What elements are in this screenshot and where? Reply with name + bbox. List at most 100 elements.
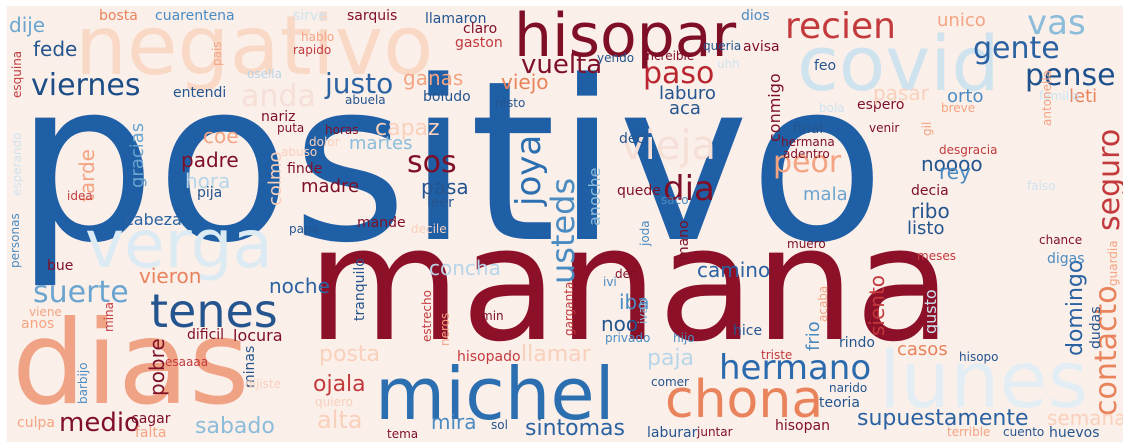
cloud-word: padre — [181, 148, 239, 172]
cloud-word: ribo — [911, 199, 950, 223]
cloud-word: hermano — [719, 348, 872, 388]
cloud-word: hijo — [673, 331, 695, 345]
cloud-word: gusto — [921, 289, 940, 334]
cloud-word: boludo — [423, 89, 471, 105]
cloud-word: narido — [829, 381, 868, 395]
cloud-word: pais — [210, 41, 224, 66]
cloud-word: dudas — [1088, 306, 1104, 349]
cloud-word: entendi — [173, 85, 227, 101]
cloud-word: casos — [897, 339, 948, 360]
cloud-word: michel — [375, 352, 615, 436]
cloud-word: esperando — [10, 132, 24, 197]
cloud-word: gaston — [455, 35, 503, 51]
cloud-word: gente — [973, 31, 1060, 66]
cloud-word: muero — [787, 237, 826, 251]
cloud-word: alta — [317, 406, 363, 434]
cloud-word: puta — [277, 121, 305, 135]
cloud-word: dificil — [187, 327, 225, 343]
cloud-word: ganas — [403, 66, 464, 90]
cloud-word: dolor — [309, 135, 340, 149]
cloud-word: avisa — [743, 39, 780, 55]
cloud-word: mande — [357, 215, 406, 231]
cloud-word: venir — [869, 121, 900, 135]
cloud-word: teoria — [819, 395, 860, 411]
cloud-word: claro — [463, 21, 498, 37]
cloud-word: bue — [47, 258, 74, 274]
cloud-word: aca — [669, 98, 701, 119]
cloud-word: osella — [247, 67, 282, 81]
cloud-word: medio — [59, 408, 140, 438]
cloud-word: mira — [431, 410, 477, 434]
cloud-word: feo — [814, 58, 837, 74]
cloud-word: contacto — [1089, 285, 1123, 416]
cloud-word: quede — [617, 183, 661, 199]
cloud-word: rapido — [293, 43, 332, 57]
cloud-word: verga — [85, 206, 273, 283]
cloud-word: chona — [665, 370, 824, 430]
cloud-word: noooo — [921, 152, 983, 176]
cloud-word: final — [793, 121, 824, 137]
cloud-word: pija — [197, 185, 223, 201]
cloud-word: gracias — [127, 122, 148, 188]
cloud-word: joda — [638, 220, 652, 246]
cloud-word: hablo — [301, 30, 335, 44]
cloud-word: lunes — [879, 336, 1089, 426]
cloud-word: sol — [491, 418, 508, 432]
cloud-word: joya — [509, 134, 549, 206]
cloud-word: mala — [803, 184, 848, 205]
cloud-word: anos — [21, 316, 55, 332]
cloud-word: dijiste — [245, 377, 281, 391]
cloud-word: horas — [325, 123, 359, 137]
cloud-word: acaba — [816, 285, 830, 322]
cloud-word: cabeza — [125, 210, 182, 229]
cloud-word: nariz — [261, 109, 296, 125]
cloud-word: huevos — [1049, 425, 1100, 441]
cloud-word: tenes — [150, 284, 278, 338]
cloud-word: papa — [289, 222, 319, 236]
cloud-word: hice — [733, 323, 763, 339]
cloud-word: triste — [761, 348, 793, 362]
cloud-word: falso — [1027, 179, 1056, 193]
cloud-word: justo — [325, 67, 394, 100]
cloud-word: min — [481, 309, 504, 323]
cloud-word: paso — [643, 56, 715, 91]
cloud-word: laburar — [647, 425, 698, 441]
cloud-word: bosta — [99, 8, 138, 24]
cloud-word: decia — [911, 183, 949, 199]
cloud-word: unico — [937, 10, 986, 31]
cloud-word: colmo — [265, 151, 286, 206]
cloud-word: abuela — [345, 93, 386, 107]
cloud-word: viene — [29, 305, 62, 319]
cloud-word: ojala — [313, 372, 366, 397]
cloud-word: desgracia — [939, 143, 998, 157]
cloud-word: falta — [135, 425, 167, 441]
cloud-word: tema — [387, 427, 419, 441]
cloud-word: hisopar — [514, 6, 737, 71]
cloud-word: noo — [601, 312, 639, 336]
cloud-word: meses — [917, 249, 956, 263]
cloud-word: queria — [703, 39, 742, 53]
cloud-word: privado — [605, 331, 651, 345]
cloud-word: hisopado — [457, 349, 521, 365]
cloud-word: covid — [797, 19, 1000, 108]
cloud-word: capaz — [375, 116, 440, 141]
cloud-word: siento — [865, 274, 889, 336]
cloud-word: familia — [1039, 89, 1080, 103]
cloud-word: dios — [741, 8, 770, 24]
cloud-word: decile — [411, 222, 447, 236]
cloud-word: usteds — [544, 177, 582, 284]
cloud-word: domingo — [1063, 259, 1088, 356]
cloud-word: breve — [941, 101, 976, 115]
cloud-word: barbijo — [76, 362, 90, 404]
cloud-word: den — [615, 267, 638, 281]
cloud-word: neros — [438, 312, 452, 346]
cloud-word: garganta — [562, 281, 576, 336]
cloud-word: ivan — [636, 298, 650, 324]
cloud-word: seguro — [1092, 128, 1123, 231]
cloud-word: digas — [1047, 251, 1085, 267]
cloud-word: guardia — [1106, 240, 1120, 286]
cloud-word: llamar — [521, 342, 591, 367]
cloud-word: sos — [407, 145, 457, 180]
cloud-word: ivi — [603, 275, 617, 289]
cloud-word: pobre — [145, 338, 169, 396]
